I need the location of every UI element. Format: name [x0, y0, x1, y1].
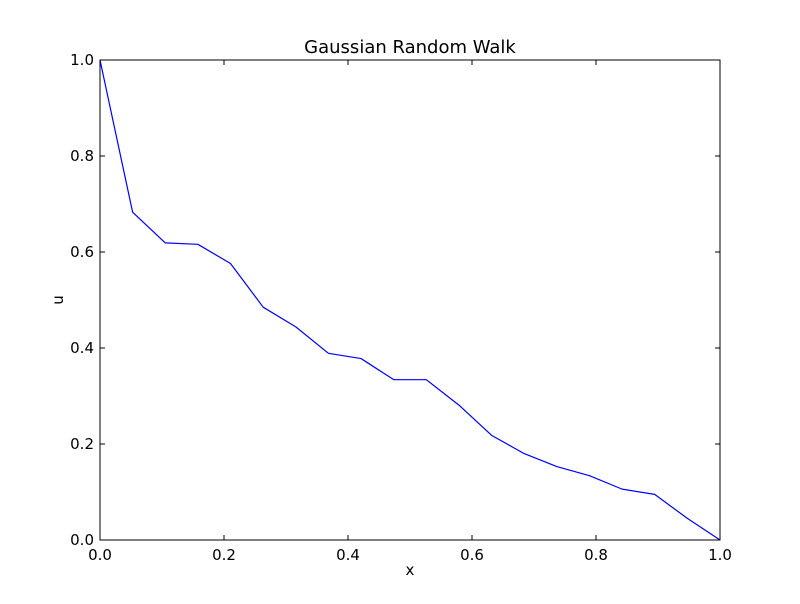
x-tick-label: 0.8	[584, 546, 608, 564]
y-tick-label: 0.2	[70, 435, 94, 453]
plot-area	[99, 59, 721, 541]
y-axis-label: u	[49, 295, 67, 305]
axes-frame	[99, 59, 721, 541]
x-tick-label: 0.0	[88, 546, 112, 564]
y-tick-label: 0.0	[70, 531, 94, 549]
axis-ticks: 0.0 0.2 0.4 0.6 0.8 1.0 0.0 0.2 0.4 0.6 0.8 1.0	[70, 51, 732, 564]
chart-title: Gaussian Random Walk	[304, 37, 516, 58]
y-tick-label: 1.0	[70, 51, 94, 69]
x-tick-label: 0.4	[336, 546, 360, 564]
y-tick-label: 0.6	[70, 243, 94, 261]
y-tick-label: 0.8	[70, 147, 94, 165]
y-tick-label: 0.4	[70, 339, 94, 357]
x-axis-label: x	[406, 561, 415, 579]
series-line-0	[99, 59, 721, 541]
x-tick-label: 0.2	[212, 546, 236, 564]
x-tick-label: 0.6	[460, 546, 484, 564]
x-tick-label: 1.0	[708, 546, 732, 564]
